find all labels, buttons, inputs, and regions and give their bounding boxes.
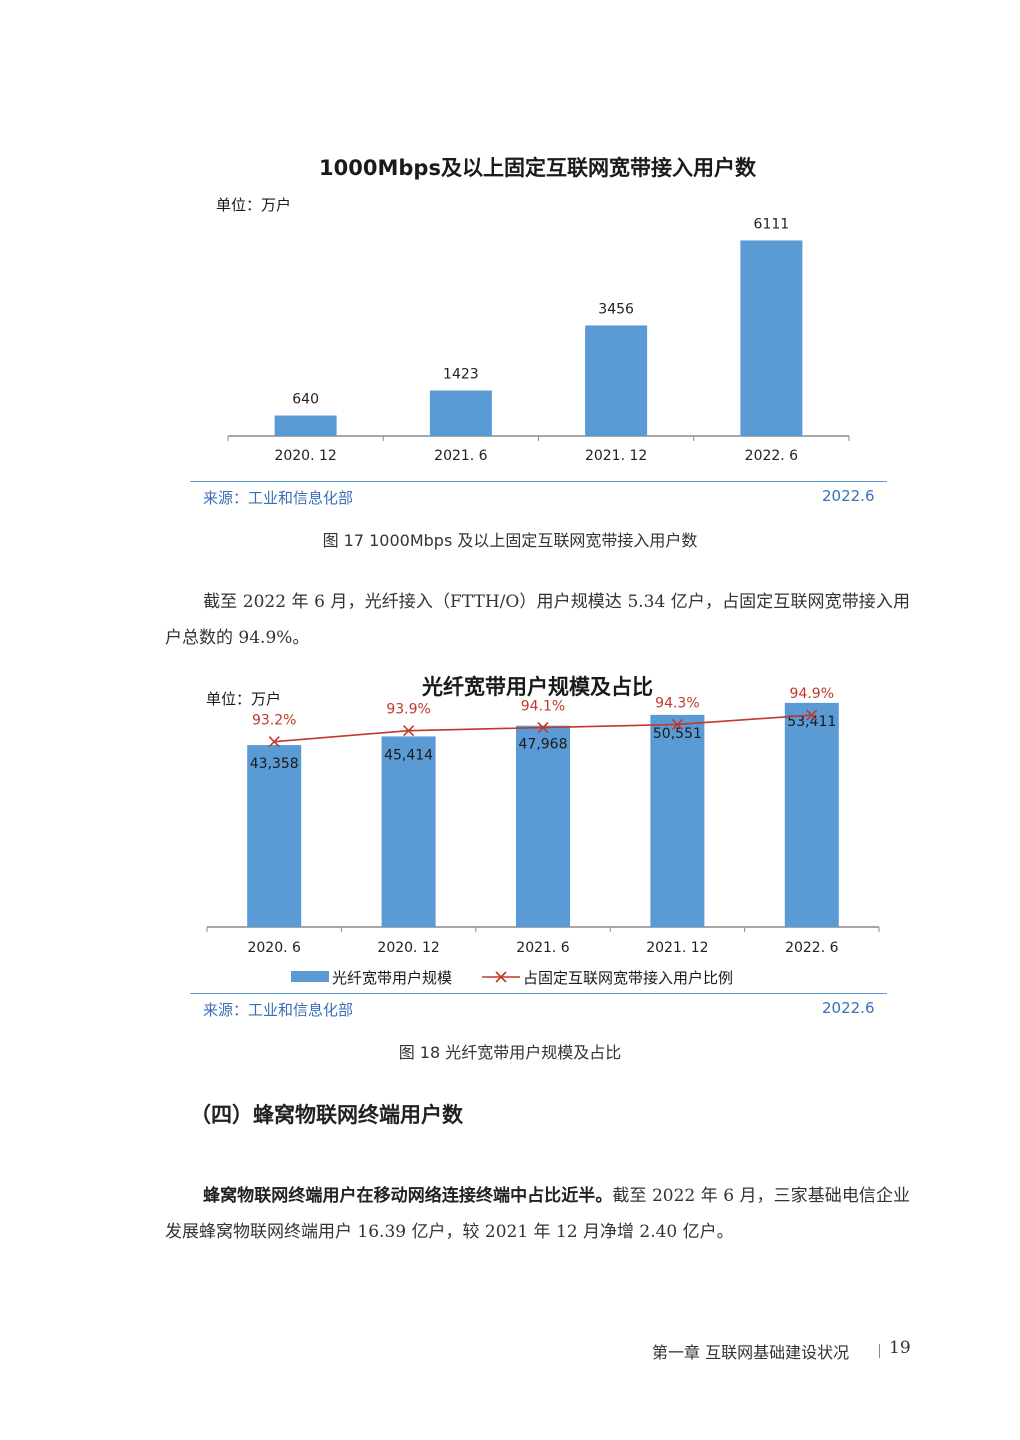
footer-separator (879, 1344, 880, 1358)
chart2-ratio-label: 94.1% (521, 699, 565, 715)
chart2-ratio-label: 94.9% (790, 686, 834, 702)
chart2-x-tick-label: 2022. 6 (785, 940, 839, 956)
chart1-title: 1000Mbps及以上固定互联网宽带接入用户数 (319, 156, 756, 180)
chart1-value-label: 3456 (598, 301, 634, 317)
chart2-plot: 43,358 2020. 6 45,414 2020. 12 47,968 2021. 6… (206, 686, 880, 987)
chart1-x-tick-label: 2021. 6 (434, 448, 488, 464)
chart2-ratio-marker (671, 718, 683, 731)
chart2-bar-value-label: 43,358 (250, 756, 299, 772)
chart2-source-rule (190, 993, 887, 994)
chart2-bar-value-label: 47,968 (519, 737, 568, 753)
chart1-value-label: 6111 (754, 216, 790, 232)
chart1-bar (429, 390, 492, 436)
chart2-bar (784, 702, 839, 927)
chart2-legend-bar-swatch (291, 971, 329, 982)
chart1-value-label: 1423 (443, 366, 479, 382)
chart1-value-label: 640 (292, 392, 319, 408)
chart2-bar (247, 745, 302, 927)
chart2-ratio-label: 94.3% (655, 695, 699, 711)
chart2-date: 2022.6 (822, 999, 875, 1017)
chart2-ratio-marker (403, 725, 415, 737)
chart1-bar (585, 325, 648, 436)
chart2-bar (516, 725, 570, 927)
paragraph-fiber-access: 截至 2022 年 6 月，光纤接入（FTTH/O）用户规模达 5.34 亿户，… (165, 584, 910, 656)
chart2-ratio-marker (806, 709, 818, 721)
chart1-x-tick-label: 2021. 12 (585, 448, 647, 464)
chart2-bar (650, 714, 705, 927)
chart2-ratio-marker (268, 736, 280, 748)
chart2-unit-label: 单位：万户 (206, 690, 282, 708)
chart1-date: 2022.6 (822, 487, 875, 505)
chart2-bar-value-label: 53,411 (787, 714, 836, 730)
chart2-title: 光纤宽带用户规模及占比 (422, 675, 653, 699)
section-heading: （四）蜂窝物联网终端用户数 (190, 1103, 463, 1127)
figure-18-caption: 图 18 光纤宽带用户规模及占比 (398, 1043, 622, 1062)
chart2-x-tick-label: 2020. 12 (377, 940, 439, 956)
footer-page-number: 19 (889, 1338, 911, 1358)
chart1-source-rule (190, 481, 887, 482)
chart1-plot: 640 2020. 12 1423 2021. 6 3456 2021. 12 6111 20… (227, 216, 850, 464)
chart2-source: 来源：工业和信息化部 (203, 1001, 354, 1019)
chart2-x-tick-label: 2021. 6 (516, 940, 570, 956)
chart2-ratio-label: 93.2% (252, 713, 296, 729)
chart2-x-tick-label: 2021. 12 (646, 940, 708, 956)
chart1-bar (740, 240, 803, 436)
chart2-x-tick-label: 2020. 6 (247, 940, 301, 956)
paragraph-cellular-iot-lead: 蜂窝物联网终端用户在移动网络连接终端中占比近半。 (203, 1186, 613, 1206)
paragraph-fiber-access-text: 截至 2022 年 6 月，光纤接入（FTTH/O）用户规模达 5.34 亿户，… (165, 592, 910, 648)
chart2-legend-line-label: 占固定互联网宽带接入用户比例 (523, 969, 733, 987)
paragraph-cellular-iot-text: 截至 2022 年 6 月，三家基础电信企业发展蜂窝物联网终端用户 16.39 … (165, 1186, 910, 1242)
paragraph-cellular-iot: 蜂窝物联网终端用户在移动网络连接终端中占比近半。截至 2022 年 6 月，三家… (165, 1178, 910, 1250)
chart1-x-tick-label: 2022. 6 (745, 448, 799, 464)
footer-chapter: 第一章 互联网基础建设状况 (652, 1343, 850, 1362)
chart2-legend-line-marker (495, 971, 507, 983)
chart2-bar (381, 736, 436, 927)
chart1-x-tick-label: 2020. 12 (274, 448, 336, 464)
chart2-legend-bar-label: 光纤宽带用户规模 (332, 969, 452, 987)
chart1-unit-label: 单位：万户 (216, 196, 292, 214)
chart2-ratio-marker (537, 721, 549, 734)
figure-17-caption: 图 17 1000Mbps 及以上固定互联网宽带接入用户数 (322, 531, 698, 550)
chart1-bar (274, 415, 337, 436)
chart2-bar-value-label: 50,551 (653, 726, 702, 742)
chart2-ratio-label: 93.9% (386, 702, 430, 718)
chart2-bar-value-label: 45,414 (384, 747, 433, 763)
chart1-source: 来源：工业和信息化部 (203, 489, 354, 507)
